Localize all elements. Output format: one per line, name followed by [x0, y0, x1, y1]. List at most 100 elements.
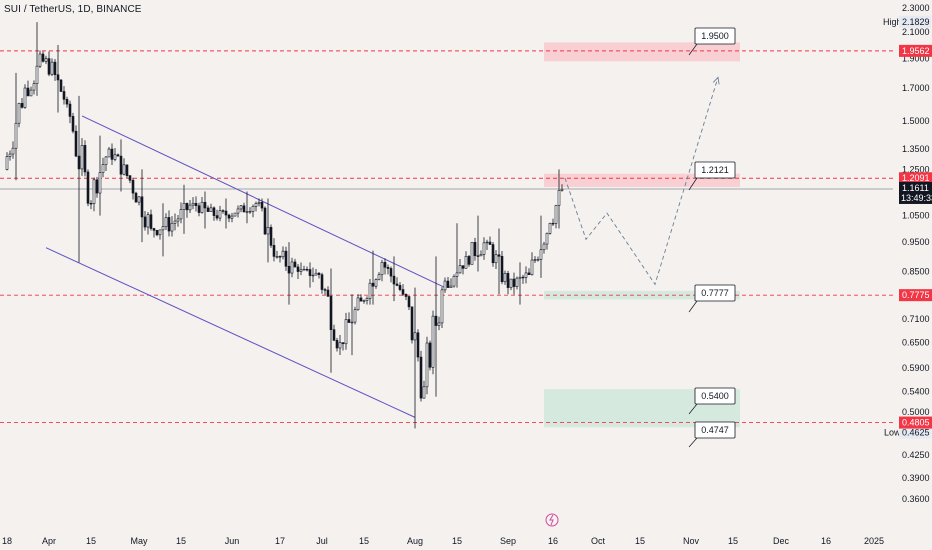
candle [551, 218, 555, 227]
candle [224, 198, 228, 229]
candle-body [149, 214, 153, 229]
candle [356, 294, 360, 311]
time-tick-label: 15 [728, 536, 738, 546]
candle-body [482, 242, 486, 255]
candle [296, 263, 300, 279]
candle [308, 262, 312, 288]
callout-layer: 1.9500 1.2121 0.7777 0.5400 0.4747 [688, 27, 736, 448]
candle-body [368, 282, 372, 299]
candle [89, 200, 93, 210]
candle [26, 80, 30, 97]
candle-body [164, 217, 168, 227]
candle-body [455, 272, 459, 277]
candle [29, 86, 33, 97]
candle-body [350, 321, 354, 324]
candle [86, 169, 90, 207]
candle [425, 336, 429, 395]
candle [77, 95, 81, 263]
candle-body [86, 171, 90, 204]
candle-body [533, 259, 537, 261]
price-axis[interactable]: 2.3000 2.1000 1.9000 1.7000 1.5000 1.3500 1.25… [883, 0, 932, 550]
candle [200, 197, 204, 214]
candle-body [23, 87, 27, 108]
candle [404, 293, 408, 301]
candle-body [185, 202, 189, 211]
time-tick-label: 15 [359, 536, 369, 546]
candle-body [362, 300, 366, 302]
candle-body [539, 249, 543, 260]
candle-body [323, 289, 327, 291]
projection-arrowhead [712, 76, 720, 85]
candle [527, 268, 531, 276]
candle-body [497, 254, 501, 257]
candle [311, 267, 315, 283]
candle-body [41, 53, 45, 62]
level-tag [899, 289, 932, 302]
current-price-tag [899, 181, 932, 204]
candle-body [161, 226, 165, 231]
candle [521, 274, 525, 284]
candle [41, 51, 45, 63]
callout-box [694, 421, 736, 439]
misc-layer [545, 513, 559, 527]
high-tag [899, 15, 931, 28]
candle-body [467, 256, 471, 265]
candle-body [512, 278, 516, 287]
candle-body [317, 272, 321, 275]
candle-body [74, 130, 78, 157]
price-tick-label: 0.6500 [902, 338, 930, 348]
candle-body [251, 206, 255, 212]
price-callout: 0.7777 [688, 284, 736, 313]
candle [428, 340, 432, 371]
candle [71, 112, 75, 134]
candle-body [227, 214, 231, 219]
time-tick-label: 15 [452, 536, 462, 546]
candle [230, 212, 234, 223]
candle [389, 266, 393, 283]
candle-body [560, 188, 564, 191]
candle-body [548, 222, 552, 234]
candle-body [278, 256, 282, 258]
candle-body [173, 220, 177, 224]
levels-layer [0, 50, 893, 424]
candle-body [545, 233, 549, 245]
candle-body [374, 279, 378, 287]
candle [257, 198, 261, 207]
price-tick-label: 1.9000 [902, 54, 930, 64]
channel-lower-line [45, 247, 416, 418]
candle-body [296, 266, 300, 272]
candle [179, 202, 183, 224]
candle-body [5, 156, 9, 170]
candle-body [461, 265, 465, 269]
candle-body [491, 244, 495, 264]
candle-body [422, 386, 426, 399]
candle [350, 294, 354, 356]
candle-body [458, 265, 462, 274]
candle-body [197, 205, 201, 213]
candle [437, 316, 441, 331]
candle [158, 229, 162, 240]
candle [431, 310, 435, 375]
candle [320, 272, 324, 294]
candle [188, 199, 192, 213]
candle [248, 207, 252, 214]
time-axis[interactable]: 18 Apr 15 May 15 Jun 17 Jul 15 Aug 15 Sep 16 Oct 15 Nov… [0, 532, 893, 550]
candle [131, 177, 135, 200]
candle-body [485, 241, 489, 244]
candle-body [281, 250, 285, 258]
candle-body [347, 319, 351, 323]
candle [314, 268, 318, 276]
time-tick-label: Sep [500, 536, 516, 546]
candle [494, 250, 498, 269]
candle-body [257, 202, 261, 204]
candle-body [542, 243, 546, 251]
candle [167, 210, 171, 237]
candle-body [287, 265, 291, 274]
candle-body [38, 53, 42, 67]
candle-body [389, 268, 393, 277]
candle [413, 287, 417, 429]
price-tick-label: 1.5000 [902, 116, 930, 126]
candle [395, 277, 399, 287]
candle [254, 201, 258, 212]
